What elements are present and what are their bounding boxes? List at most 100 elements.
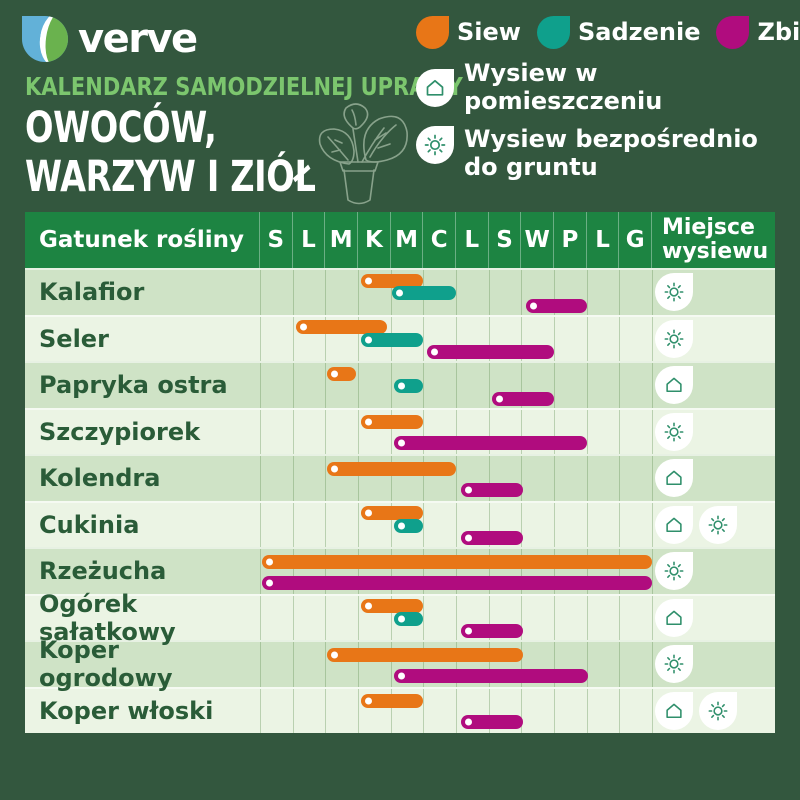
month-gridline <box>358 688 359 733</box>
month-gridline <box>554 270 555 315</box>
verve-leaf-drop-icon <box>22 16 68 62</box>
month-gridline <box>488 595 490 640</box>
month-gridline <box>456 642 457 687</box>
month-gridline <box>619 363 621 408</box>
month-gridline <box>554 549 555 594</box>
row-label: Cukinia <box>39 510 140 539</box>
bar-start-dot <box>430 348 438 356</box>
month-gridline <box>325 688 327 733</box>
siew-bar <box>326 461 456 476</box>
month-gridline <box>390 363 392 408</box>
month-gridline <box>260 270 261 315</box>
row-label: Papryka ostra <box>39 371 228 400</box>
sun-icon <box>655 319 693 358</box>
month-gridline <box>488 642 490 687</box>
sun-icon <box>655 645 693 684</box>
table-row: Koper ogrodowy <box>25 636 775 692</box>
table-row: Rzeżucha <box>25 547 775 594</box>
zbior-bar <box>491 391 554 406</box>
month-gridline <box>586 270 588 315</box>
table-row: Cukinia <box>25 500 775 547</box>
month-gridline <box>358 642 359 687</box>
month-gridline <box>586 316 588 361</box>
siew-drop-icon <box>416 16 449 49</box>
month-gridline <box>586 595 588 640</box>
month-gridline <box>488 549 490 594</box>
row-label: Rzeżucha <box>39 557 167 586</box>
month-gridline <box>456 549 457 594</box>
month-gridline <box>652 549 653 594</box>
legend-item-sadzenie: Sadzenie <box>536 16 700 49</box>
bar-start-dot <box>365 509 373 517</box>
month-gridline <box>423 409 425 454</box>
sadzenie-drop-icon <box>536 16 570 49</box>
month-gridline <box>521 316 523 361</box>
month-gridline <box>423 363 425 408</box>
month-header-8: S <box>489 212 522 268</box>
month-gridline <box>554 363 555 408</box>
month-gridline <box>358 409 359 454</box>
month-gridline <box>325 642 327 687</box>
row-sowing-place-icons <box>652 363 775 408</box>
zbior-bar <box>460 482 523 497</box>
row-sowing-place-icons <box>652 317 775 362</box>
poster-title: OWOCÓW, WARZYW I ZIÓŁ <box>25 103 316 202</box>
month-header-3: M <box>325 212 359 268</box>
month-header-11: L <box>587 212 620 268</box>
month-gridline <box>652 456 653 501</box>
month-gridline <box>488 270 490 315</box>
month-gridline <box>652 595 653 640</box>
month-gridline <box>260 549 261 594</box>
bar-start-dot <box>265 579 273 586</box>
row-sowing-place-icons <box>652 642 775 687</box>
house-icon <box>655 366 693 405</box>
month-gridline <box>521 270 523 315</box>
bar-start-dot <box>330 370 338 377</box>
month-gridline <box>456 316 457 361</box>
month-gridline <box>358 549 359 594</box>
row-sowing-place-icons <box>652 410 775 455</box>
bar-start-dot <box>365 277 373 284</box>
siew-bar <box>361 415 424 429</box>
table-row: Koper włoski <box>25 686 775 733</box>
month-gridline <box>586 363 588 408</box>
siew-bar <box>326 366 357 381</box>
bar-start-dot <box>495 395 503 402</box>
legend-item-zbior: Zbiór <box>716 16 800 49</box>
month-gridline <box>260 642 261 687</box>
legend-outdoor-item: Wysiew bezpośrednio do gruntu <box>416 126 796 181</box>
month-gridline <box>586 642 588 687</box>
month-header-7: L <box>456 212 489 268</box>
poster-title-line1: OWOCÓW, <box>25 103 217 153</box>
month-gridline <box>652 502 653 547</box>
month-gridline <box>358 363 359 408</box>
legend-item-label: Zbiór <box>757 17 800 46</box>
house-icon <box>416 68 454 107</box>
row-month-grid <box>260 409 653 454</box>
month-gridline <box>619 409 621 454</box>
house-icon <box>655 691 693 730</box>
month-gridline <box>652 409 653 454</box>
month-gridline <box>423 456 425 501</box>
legend-item-siew: Siew <box>416 16 521 49</box>
month-gridline <box>260 595 261 640</box>
bar-start-dot <box>464 718 472 726</box>
month-gridline <box>292 363 294 408</box>
sun-icon <box>655 273 693 312</box>
month-gridline <box>292 595 294 640</box>
month-gridline <box>619 316 621 361</box>
month-header-6: C <box>423 212 457 268</box>
sadzenie-bar <box>393 611 424 626</box>
month-gridline <box>488 409 490 454</box>
bar-start-dot <box>265 558 273 565</box>
month-gridline <box>456 363 457 408</box>
table-row: Kolendra <box>25 454 775 501</box>
row-month-grid <box>260 642 653 687</box>
zbior-drop-icon <box>716 16 750 49</box>
month-gridline <box>292 688 294 733</box>
month-gridline <box>619 502 621 547</box>
row-sowing-place-icons <box>652 456 775 501</box>
